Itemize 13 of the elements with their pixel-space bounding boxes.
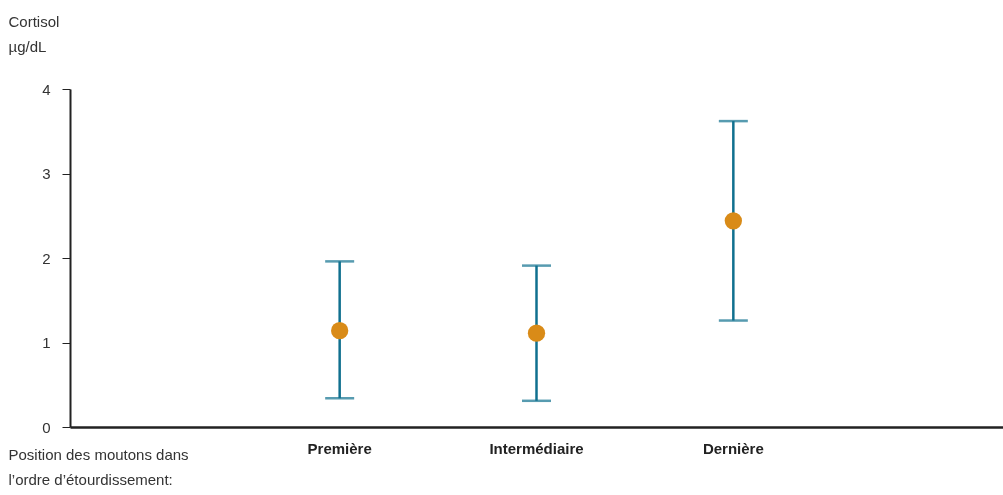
point <box>724 212 742 230</box>
y-tick-label: 4 <box>42 80 51 98</box>
x-tick-label: Première <box>307 439 372 457</box>
y-tick-label: 1 <box>42 334 51 351</box>
y-axis-title: Cortisol µg/dL <box>8 12 60 55</box>
x-axis-title: Position des moutons dans l’ordre d’étourdissement: <box>8 445 189 488</box>
y-tick-label: 2 <box>42 249 51 267</box>
point <box>331 322 349 340</box>
point <box>527 324 546 342</box>
y-tick-label: 3 <box>42 165 51 182</box>
y-tick-label: 0 <box>42 418 51 436</box>
x-tick-label: Dernière <box>702 439 764 457</box>
x-tick-label: Intermédiaire <box>489 439 584 457</box>
